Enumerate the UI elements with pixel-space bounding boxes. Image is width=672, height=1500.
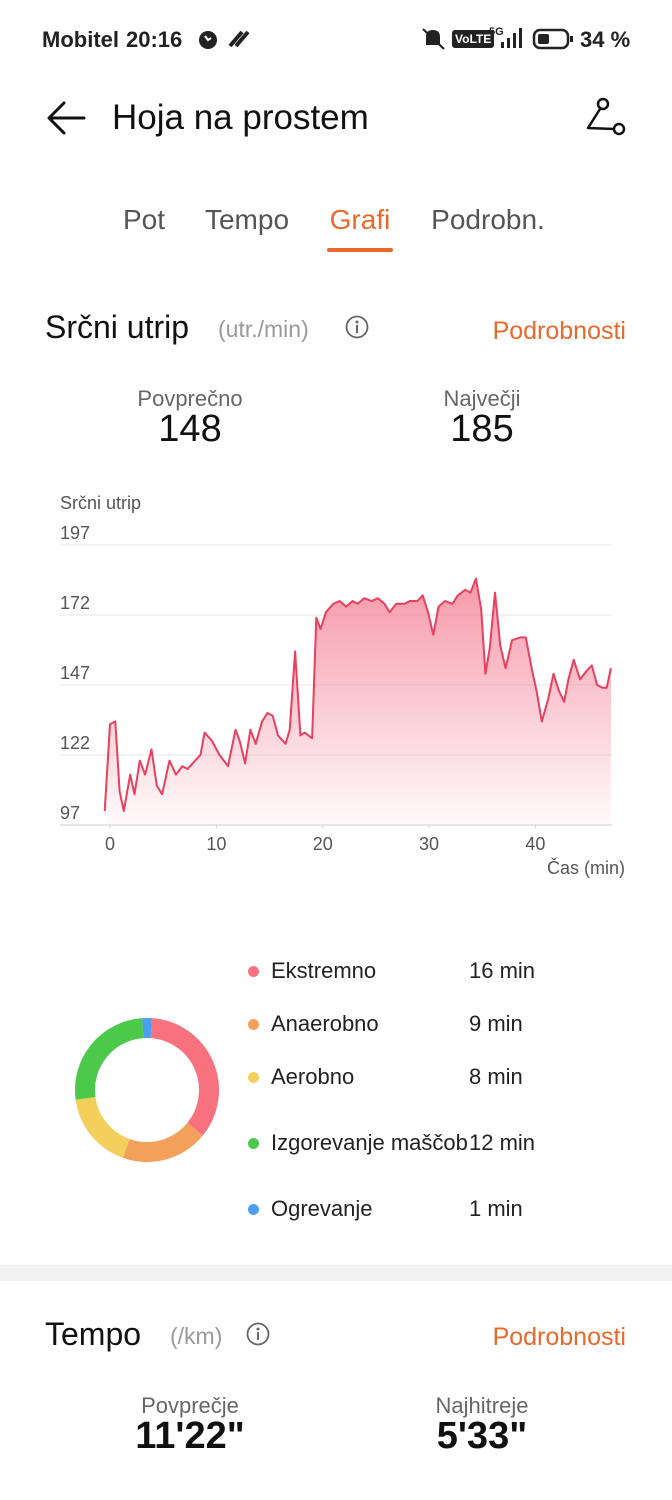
stat-value: 185 [450,408,514,450]
stat-label: Največji [443,386,521,411]
page-title: Hoja na prostem [112,98,369,137]
stat-label: Najhitreje [435,1393,529,1418]
section-title: Tempo [45,1316,142,1352]
legend-dot [248,965,259,977]
details-link[interactable]: Podrobnosti [492,1323,626,1351]
section-unit: (utr./min) [218,316,309,342]
battery-level: 34 % [580,27,631,52]
y-tick-label: 147 [60,663,90,683]
back-button[interactable] [44,98,88,138]
stat-label: Povprečno [137,386,243,411]
tab[interactable]: Tempo [204,204,290,235]
legend-label: Ekstremno [271,958,377,983]
y-tick-label: 197 [60,523,90,543]
route-button[interactable] [580,96,630,140]
tab[interactable]: Grafi [329,204,391,235]
heart-rate-chart: Srčni utrip Čas (min) 97 122 147 172 197 0 10 20 3… [60,493,625,878]
legend-dot [248,1203,259,1215]
zone-donut [75,1018,219,1162]
x-axis-label: Čas (min) [547,857,625,878]
donut-segment [75,1096,130,1158]
app-icon [228,30,250,48]
stat-value: 11'22" [135,1415,245,1457]
legend-dot [248,1071,259,1083]
clock: 20:16 [126,27,183,52]
legend-value: 8 min [469,1064,523,1089]
x-tick-label: 10 [206,834,226,854]
y-tick-label: 172 [60,593,90,613]
status-icons-left [199,30,250,49]
stat-value: 5'33" [436,1415,528,1457]
tab[interactable]: Pot [122,204,166,235]
x-tick-label: 20 [313,834,333,854]
signal-battery [501,28,573,50]
volte-badge: VoLTE [452,30,495,48]
legend-value: 12 min [469,1130,536,1155]
mute-icon [422,28,445,50]
legend-item: Ogrevanje 1 min [248,1196,628,1222]
legend-label: Izgorevanje maščob [271,1130,468,1155]
legend-value: 9 min [469,1011,523,1036]
area [104,578,611,825]
section-divider [0,1265,672,1281]
donut-segment [75,1018,144,1100]
x-tick-label: 0 [105,834,115,854]
y-tick-label: 122 [60,733,90,753]
legend-label: Anaerobno [271,1011,379,1036]
legend-item: Anaerobno 9 min [248,1011,628,1037]
legend-item: Izgorevanje maščob 12 min [248,1130,628,1156]
donut-segment [122,1122,203,1162]
x-tick-label: 30 [419,834,439,854]
legend-label: Ogrevanje [271,1196,373,1221]
stat-value: 148 [158,408,222,450]
legend-item: Aerobno 8 min [248,1064,628,1090]
legend-dot [248,1018,259,1030]
legend-value: 16 min [469,958,536,983]
section-unit: (/km) [170,1323,223,1349]
legend-value: 1 min [469,1196,523,1221]
details-link[interactable]: Podrobnosti [492,317,626,345]
line [103,577,612,812]
legend-label: Aerobno [271,1064,355,1089]
y-tick-label: 97 [60,803,80,823]
legend-item: Ekstremno 16 min [248,958,628,984]
info-icon[interactable] [344,314,370,340]
tab-indicator [327,248,393,252]
x-tick-label: 40 [525,834,545,854]
tab[interactable]: Podrobn. [431,204,545,235]
section-title: Srčni utrip [45,309,190,345]
donut-segment [150,1018,219,1136]
signal-type: 5G [489,26,504,38]
stat-label: Povprečje [141,1393,239,1418]
y-axis-label: Srčni utrip [60,493,141,513]
info-icon[interactable] [245,1321,271,1347]
legend-dot [248,1137,259,1149]
carrier: Mobitel [42,27,119,52]
